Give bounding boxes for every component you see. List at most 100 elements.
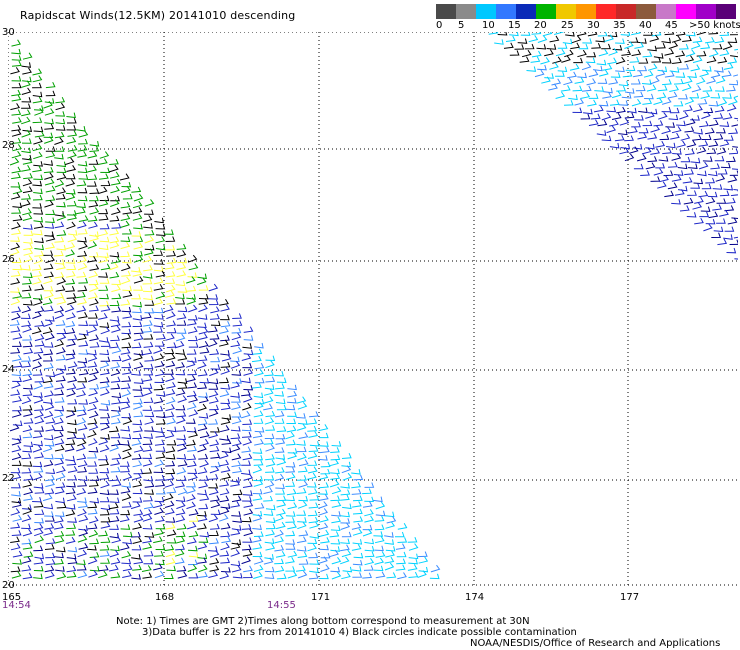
wind-barb	[210, 495, 220, 502]
wind-barb	[253, 531, 264, 537]
wind-barb	[362, 572, 373, 579]
wind-barb	[143, 550, 154, 557]
wind-barb	[220, 398, 231, 405]
wind-barb	[230, 477, 240, 483]
wind-barb	[43, 376, 53, 384]
wind-barb	[23, 255, 33, 263]
wind-barb	[21, 320, 32, 327]
wind-barb	[298, 432, 309, 439]
wind-barb	[319, 544, 329, 551]
wind-barb	[407, 564, 418, 571]
wind-barb	[351, 522, 362, 530]
wind-barb	[100, 399, 111, 406]
wind-barb	[341, 572, 351, 580]
wind-barb	[243, 572, 253, 579]
wind-barb	[45, 234, 56, 242]
wind-barb	[55, 320, 66, 327]
wind-barb	[689, 92, 700, 99]
wind-barb	[210, 461, 221, 468]
wind-barb	[231, 412, 242, 418]
wind-barb	[254, 377, 265, 384]
wind-barb	[701, 111, 711, 120]
wind-barb	[275, 521, 286, 530]
wind-barb	[307, 538, 318, 545]
wind-barb	[166, 327, 177, 334]
wind-barb	[374, 536, 385, 544]
wind-barb	[22, 480, 33, 488]
wind-barb	[285, 539, 296, 545]
wind-barb	[540, 57, 550, 65]
wind-barb	[188, 508, 199, 516]
wind-barb	[188, 263, 199, 271]
wind-barb	[66, 165, 76, 172]
wind-barb	[620, 32, 631, 36]
wind-barb	[34, 333, 45, 342]
wind-barb	[645, 162, 656, 170]
wind-barb	[43, 263, 54, 270]
wind-barb	[252, 551, 263, 558]
wind-barb	[577, 72, 587, 79]
wind-barb	[220, 335, 230, 342]
wind-barb	[722, 112, 733, 120]
wind-barb	[110, 432, 121, 439]
wind-barb	[690, 64, 701, 72]
wind-barb	[111, 207, 121, 215]
wind-barb	[678, 93, 688, 100]
wind-barb	[655, 163, 665, 169]
wind-barb	[664, 190, 674, 198]
wind-barb	[691, 41, 701, 50]
wind-barb	[595, 36, 606, 43]
wind-barb	[285, 544, 296, 550]
wind-barb	[686, 32, 696, 37]
wind-barb	[557, 43, 568, 49]
wind-barb	[153, 266, 164, 272]
legend-label: 15	[508, 20, 521, 31]
wind-barb	[109, 271, 120, 279]
wind-barb	[175, 536, 186, 544]
wind-barb	[43, 167, 54, 174]
wind-barb	[285, 530, 296, 537]
wind-barb	[21, 361, 32, 368]
wind-barb	[78, 542, 89, 550]
wind-barb	[219, 435, 229, 441]
wind-barb	[99, 223, 110, 230]
wind-barb	[121, 412, 132, 419]
wind-barb	[109, 489, 119, 495]
wind-barb	[153, 536, 163, 544]
wind-barb	[66, 210, 77, 216]
wind-barb	[110, 466, 121, 473]
wind-barb	[67, 334, 78, 341]
wind-barb	[155, 230, 166, 237]
wind-barb	[144, 300, 155, 306]
wind-barb	[318, 522, 329, 530]
wind-barb	[22, 432, 33, 439]
wind-barb	[66, 221, 76, 230]
wind-barb	[99, 489, 110, 496]
wind-barb	[34, 528, 44, 537]
wind-barb	[418, 566, 429, 573]
wind-barb	[175, 508, 186, 516]
wind-barb	[220, 320, 231, 328]
wind-barb	[120, 220, 130, 228]
wind-barb	[33, 545, 44, 552]
wind-barb	[319, 529, 330, 537]
wind-barb	[87, 361, 98, 368]
wind-barb	[601, 135, 612, 142]
wind-barb	[264, 370, 274, 377]
wind-barb	[100, 381, 110, 389]
wind-barb	[309, 559, 320, 565]
wind-barb	[166, 250, 176, 257]
wind-barb	[530, 56, 541, 63]
wind-barb	[153, 277, 164, 285]
wind-barb	[655, 140, 665, 148]
wind-barb	[591, 43, 602, 49]
wind-barb	[132, 472, 142, 481]
wind-barb	[197, 322, 207, 329]
wind-barb	[56, 502, 67, 509]
wind-barb	[65, 509, 76, 517]
wind-barb	[624, 112, 635, 119]
wind-barb	[329, 531, 340, 538]
wind-barb	[142, 255, 153, 263]
wind-barb	[263, 438, 274, 445]
wind-barb	[164, 573, 174, 579]
